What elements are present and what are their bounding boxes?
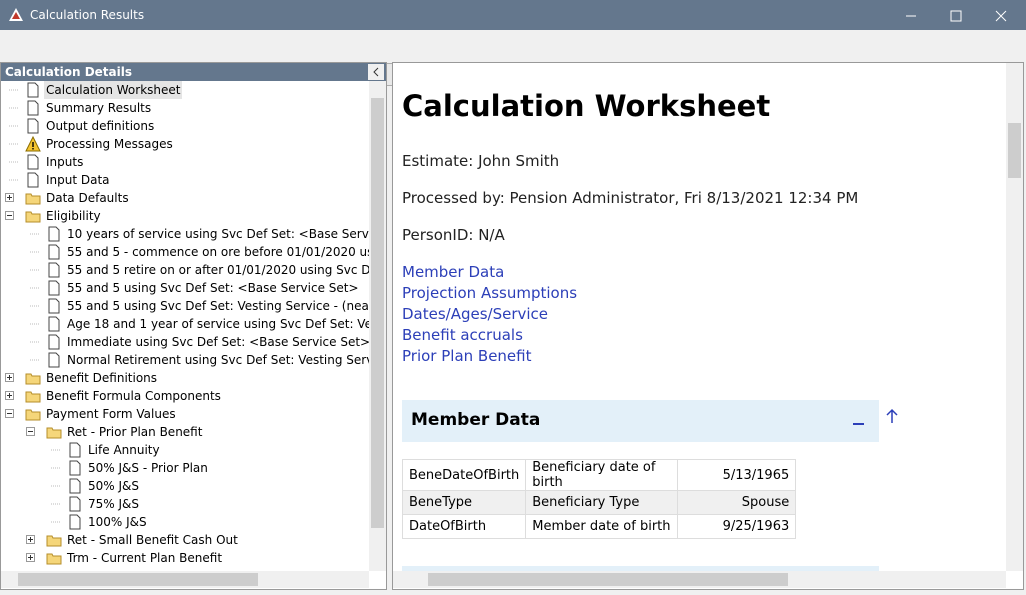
tree-panel: Calculation Details Calculation Workshee… bbox=[0, 62, 387, 590]
node-label: Processing Messages bbox=[46, 137, 173, 151]
tree-node[interactable]: Output definitions bbox=[1, 117, 369, 135]
tree-node[interactable]: Calculation Worksheet bbox=[1, 81, 369, 99]
node-label: Data Defaults bbox=[46, 191, 129, 205]
node-label: 10 years of service using Svc Def Set: <… bbox=[67, 227, 369, 241]
node-label: 75% J&S bbox=[88, 497, 139, 511]
table-cell: BeneType bbox=[401, 490, 527, 515]
node-label: Calculation Worksheet bbox=[44, 81, 183, 99]
panel-title: Calculation Details bbox=[1, 63, 386, 81]
window-title: Calculation Results bbox=[30, 8, 145, 22]
node-label: 55 and 5 using Svc Def Set: Vesting Serv… bbox=[67, 299, 369, 313]
nav-link[interactable]: Benefit accruals bbox=[402, 326, 523, 344]
tree: Calculation Worksheet Summary Results Outp… bbox=[1, 81, 369, 571]
table-cell: Spouse bbox=[677, 490, 797, 515]
table-cell: 5/13/1965 bbox=[677, 459, 797, 491]
tree-node[interactable]: Input Data bbox=[1, 171, 369, 189]
tree-node[interactable]: Eligibility bbox=[1, 207, 369, 225]
worksheet-pane: Calculation Worksheet Estimate: John Smi… bbox=[392, 62, 1024, 590]
table-cell: BeneDateOfBirth bbox=[401, 459, 527, 491]
node-label: Benefit Formula Components bbox=[46, 389, 221, 403]
tree-node[interactable]: Trm - Current Plan Benefit bbox=[1, 549, 369, 567]
member-table: BeneDateOfBirth Beneficiary date of birth… bbox=[401, 459, 797, 539]
table-row: BeneDateOfBirth Beneficiary date of birth… bbox=[401, 459, 797, 491]
tree-node[interactable]: Benefit Definitions bbox=[1, 369, 369, 387]
horizontal-scrollbar[interactable] bbox=[393, 571, 1006, 588]
collapse-section[interactable] bbox=[852, 420, 866, 426]
nav-link[interactable]: Prior Plan Benefit bbox=[402, 347, 532, 365]
tree-node[interactable]: Normal Retirement using Svc Def Set: Ves… bbox=[1, 351, 369, 369]
tree-node[interactable]: Age 18 and 1 year of service using Svc D… bbox=[1, 315, 369, 333]
tree-node[interactable]: Life Annuity bbox=[1, 441, 369, 459]
worksheet-title: Calculation Worksheet bbox=[402, 89, 771, 123]
vertical-scrollbar[interactable] bbox=[369, 81, 386, 571]
tree-node[interactable]: Data Defaults bbox=[1, 189, 369, 207]
info-line: Estimate: John Smith bbox=[402, 152, 560, 170]
horizontal-scrollbar[interactable] bbox=[1, 571, 369, 588]
tree-node[interactable]: Inputs bbox=[1, 153, 369, 171]
tree-node[interactable]: 50% J&S bbox=[1, 477, 369, 495]
node-label: Trm - Current Plan Benefit bbox=[67, 551, 223, 565]
table-row: BeneType Beneficiary Type Spouse bbox=[401, 490, 797, 515]
tree-node[interactable]: Benefit Formula Components bbox=[1, 387, 369, 405]
collapse-panel[interactable] bbox=[368, 64, 384, 80]
node-label: Summary Results bbox=[46, 101, 152, 115]
tree-node[interactable]: 100% J&S bbox=[1, 513, 369, 531]
table-cell: Beneficiary Type bbox=[525, 490, 679, 515]
table-cell: DateOfBirth bbox=[401, 514, 527, 539]
tree-node[interactable]: 55 and 5 using Svc Def Set: Vesting Serv… bbox=[1, 297, 369, 315]
section-header: Member Data bbox=[402, 400, 879, 442]
node-label: Life Annuity bbox=[88, 443, 160, 457]
node-label: Immediate using Svc Def Set: <Base Servi… bbox=[67, 335, 369, 349]
node-label: 50% J&S - Prior Plan bbox=[88, 461, 208, 475]
vertical-scrollbar[interactable] bbox=[1006, 63, 1023, 571]
node-label: Input Data bbox=[46, 173, 110, 187]
node-label: 55 and 5 - commence on ore before 01/01/… bbox=[67, 245, 369, 259]
section-title: Member Data bbox=[411, 410, 541, 430]
nav-link[interactable]: Dates/Ages/Service bbox=[402, 305, 549, 323]
back-to-top[interactable] bbox=[885, 408, 899, 424]
node-label: Ret - Small Benefit Cash Out bbox=[67, 533, 238, 547]
tree-node[interactable]: Ret - Prior Plan Benefit bbox=[1, 423, 369, 441]
tree-node[interactable]: Payment Form Values bbox=[1, 405, 369, 423]
node-label: 55 and 5 using Svc Def Set: <Base Servic… bbox=[67, 281, 359, 295]
node-label: Benefit Definitions bbox=[46, 371, 158, 385]
nav-link[interactable]: Member Data bbox=[402, 263, 505, 281]
node-label: Ret - Prior Plan Benefit bbox=[67, 425, 203, 439]
table-row: DateOfBirth Member date of birth 9/25/1963 bbox=[401, 514, 797, 539]
info-line: Processed by: Pension Administrator, Fri… bbox=[402, 189, 859, 207]
tree-node[interactable]: 55 and 5 retire on or after 01/01/2020 u… bbox=[1, 261, 369, 279]
node-label: Normal Retirement using Svc Def Set: Ves… bbox=[67, 353, 369, 367]
tree-node[interactable]: 50% J&S - Prior Plan bbox=[1, 459, 369, 477]
table-cell: Beneficiary date of birth bbox=[525, 459, 679, 491]
tree-node[interactable]: 10 years of service using Svc Def Set: <… bbox=[1, 225, 369, 243]
nav-link[interactable]: Projection Assumptions bbox=[402, 284, 578, 302]
tree-node[interactable]: Immediate using Svc Def Set: <Base Servi… bbox=[1, 333, 369, 351]
node-label: Payment Form Values bbox=[46, 407, 176, 421]
table-cell: Member date of birth bbox=[525, 514, 679, 539]
tree-node[interactable]: Processing Messages bbox=[1, 135, 369, 153]
tree-node[interactable]: 55 and 5 using Svc Def Set: <Base Servic… bbox=[1, 279, 369, 297]
app-icon bbox=[9, 8, 23, 21]
table-cell: 9/25/1963 bbox=[677, 514, 797, 539]
node-label: Age 18 and 1 year of service using Svc D… bbox=[67, 317, 369, 331]
node-label: Output definitions bbox=[46, 119, 155, 133]
tree-node[interactable]: 75% J&S bbox=[1, 495, 369, 513]
tree-node[interactable]: 55 and 5 - commence on ore before 01/01/… bbox=[1, 243, 369, 261]
node-label: Inputs bbox=[46, 155, 84, 169]
toolbar: Print...PreviewFile...CopyFind...ReviewO… bbox=[0, 30, 1026, 86]
window-controls[interactable] bbox=[900, 8, 1020, 24]
node-label: 50% J&S bbox=[88, 479, 139, 493]
title-bar: Calculation Results bbox=[0, 0, 1026, 30]
info-line: PersonID: N/A bbox=[402, 226, 505, 244]
node-label: Eligibility bbox=[46, 209, 101, 223]
tree-node[interactable]: Summary Results bbox=[1, 99, 369, 117]
node-label: 55 and 5 retire on or after 01/01/2020 u… bbox=[67, 263, 369, 277]
node-label: 100% J&S bbox=[88, 515, 147, 529]
tree-node[interactable]: Ret - Small Benefit Cash Out bbox=[1, 531, 369, 549]
